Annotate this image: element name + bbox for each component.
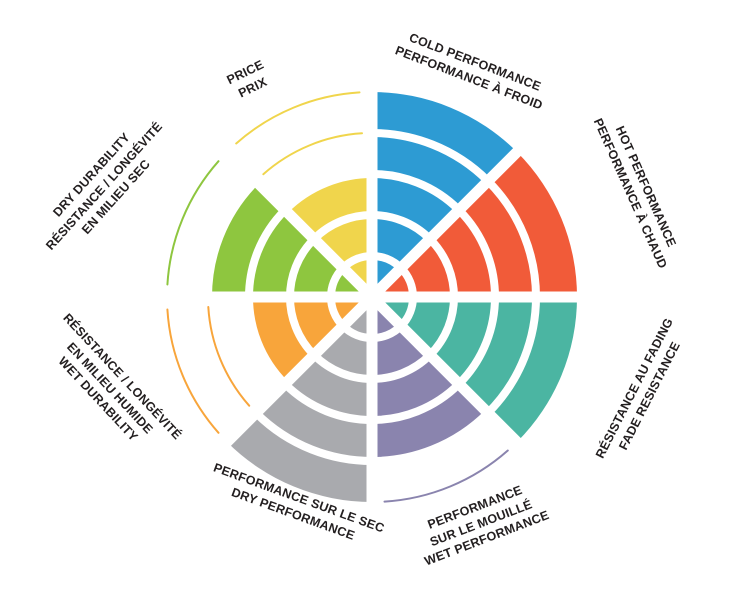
empty-ring-outlines	[166, 91, 509, 503]
empty-ring-outline-price	[262, 132, 363, 176]
empty-ring-outline-wet-durability	[166, 308, 220, 434]
sector-dividers	[154, 79, 590, 515]
sector-divider	[214, 139, 376, 301]
empty-ring-outline-price	[235, 91, 361, 145]
sector-divider	[368, 293, 530, 455]
sector-divider	[214, 293, 376, 455]
sector-divider	[368, 139, 530, 301]
empty-ring-outline-dry-durability	[166, 160, 220, 286]
empty-ring-outline-wet-durability	[207, 306, 251, 407]
empty-ring-outline-wet-performance	[383, 449, 509, 503]
